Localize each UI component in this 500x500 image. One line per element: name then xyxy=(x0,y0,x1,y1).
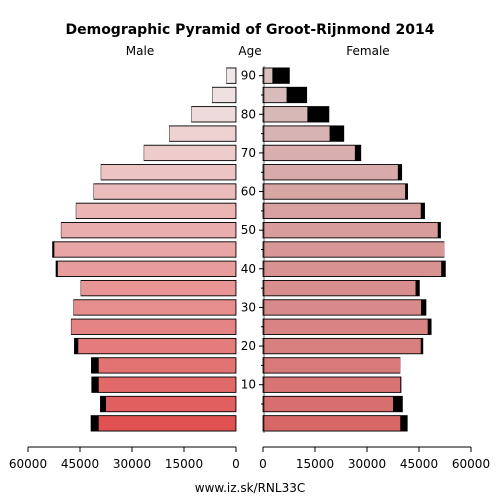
male-bar-fill-40-44 xyxy=(57,261,236,277)
male-bar-fill-70-74 xyxy=(144,145,236,161)
male-header: Male xyxy=(126,44,154,58)
female-bar-fill-0-4 xyxy=(263,416,401,431)
female-bar-fill-90+ xyxy=(263,68,273,83)
female-bar-fill-55-59 xyxy=(263,203,421,219)
male-bar-fill-65-69 xyxy=(101,164,236,180)
footer-url: www.iz.sk/RNL33C xyxy=(195,481,306,495)
male-x-tick-label: 15000 xyxy=(165,457,203,471)
male-bar-fill-45-49 xyxy=(54,242,236,257)
female-bar-fill-10-14 xyxy=(263,377,401,392)
male-bar-fill-35-39 xyxy=(81,280,236,296)
female-x-tick-label: 15000 xyxy=(296,457,334,471)
male-x-tick-label: 45000 xyxy=(61,457,99,471)
female-bar-fill-80-84 xyxy=(263,107,308,122)
chart-title: Demographic Pyramid of Groot-Rijnmond 20… xyxy=(65,22,434,38)
male-bar-fill-80-84 xyxy=(191,107,236,122)
female-x-tick-label: 30000 xyxy=(348,457,386,471)
male-bars xyxy=(52,67,237,432)
female-bar-fill-15-19 xyxy=(263,358,401,373)
female-bar-fill-35-39 xyxy=(263,280,416,296)
age-tick-label: 10 xyxy=(241,378,256,392)
male-bar-fill-5-9 xyxy=(106,396,236,412)
male-bar-fill-25-29 xyxy=(71,319,236,335)
female-bar-fill-30-34 xyxy=(263,300,422,315)
male-bar-fill-0-4 xyxy=(98,416,236,431)
female-bar-fill-25-29 xyxy=(263,319,428,335)
male-x-tick-label: 0 xyxy=(232,457,240,471)
male-bar-fill-75-79 xyxy=(169,126,236,141)
male-x-tick-label: 60000 xyxy=(9,457,47,471)
male-bar-fill-90+ xyxy=(226,68,236,83)
age-tick-label: 70 xyxy=(241,146,256,160)
female-bar-fill-5-9 xyxy=(263,396,393,412)
male-bar-fill-55-59 xyxy=(76,203,236,219)
age-tick-label: 60 xyxy=(241,185,256,199)
age-tick-label: 40 xyxy=(241,262,256,276)
female-bar-fill-40-44 xyxy=(263,261,442,277)
female-header: Female xyxy=(346,44,389,58)
male-bar-fill-20-24 xyxy=(78,338,236,354)
female-bar-fill-45-49 xyxy=(263,242,445,257)
female-x-tick-label: 45000 xyxy=(400,457,438,471)
female-bar-fill-60-64 xyxy=(263,184,406,199)
female-bars xyxy=(262,67,446,432)
female-bar-fill-85-89 xyxy=(263,87,287,103)
age-tick-label: 20 xyxy=(241,339,256,353)
age-tick-label: 80 xyxy=(241,107,256,121)
age-tick-label: 90 xyxy=(241,69,256,83)
male-bar-fill-50-54 xyxy=(61,222,236,238)
male-bar-fill-10-14 xyxy=(98,377,236,392)
female-bar-fill-75-79 xyxy=(263,126,330,141)
female-x-tick-label: 60000 xyxy=(452,457,490,471)
male-bar-fill-60-64 xyxy=(93,184,236,199)
axes: 60000 45000 30000 15000 0 0 15000 30000 45000 600… xyxy=(9,66,490,471)
female-bar-fill-20-24 xyxy=(263,338,421,354)
female-bar-fill-70-74 xyxy=(263,145,355,161)
female-x-tick-label: 0 xyxy=(259,457,267,471)
male-bar-fill-85-89 xyxy=(212,87,236,103)
male-bar-fill-30-34 xyxy=(73,300,236,315)
age-tick-label: 30 xyxy=(241,300,256,314)
male-bar-fill-15-19 xyxy=(98,358,236,373)
age-tick-label: 50 xyxy=(241,223,256,237)
age-header: Age xyxy=(238,44,261,58)
male-x-tick-label: 30000 xyxy=(113,457,151,471)
female-bar-fill-65-69 xyxy=(263,164,398,180)
female-bar-fill-50-54 xyxy=(263,222,438,238)
